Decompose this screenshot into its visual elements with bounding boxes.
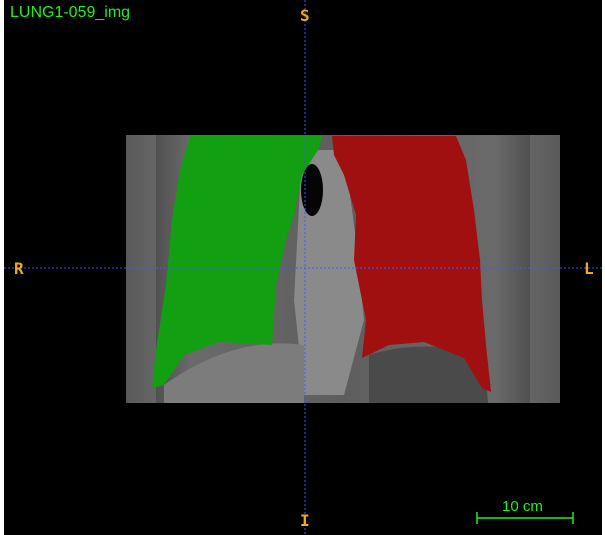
liver [164,343,304,403]
slice-viewer[interactable]: LUNG1-059_img S R L I 10 cm [4,0,602,535]
orientation-superior: S [300,6,310,25]
orientation-right: R [14,259,24,278]
right-chest-wall [126,135,156,403]
right-lung-segment[interactable] [152,136,322,388]
orientation-left: L [584,259,594,278]
ct-coronal-slice[interactable] [4,0,602,535]
volume-name-label: LUNG1-059_img [10,4,131,21]
scale-bar [476,512,574,524]
trachea [301,164,323,216]
left-chest-wall [530,135,560,403]
stomach [369,346,488,403]
scale-bar-label: 10 cm [502,498,543,515]
orientation-inferior: I [300,511,310,530]
left-lung-segment[interactable] [332,136,491,392]
